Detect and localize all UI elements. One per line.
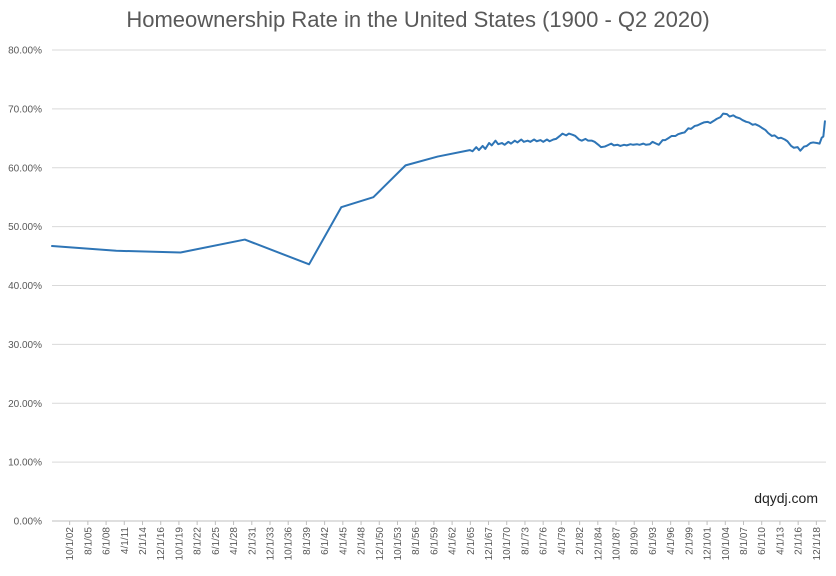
y-tick-label: 40.00% — [8, 281, 42, 292]
x-tick-label: 2/1/82 — [575, 527, 586, 555]
x-tick-label: 10/1/36 — [284, 527, 295, 561]
x-tick-label: 12/1/16 — [156, 527, 167, 561]
x-tick-label: 8/1/73 — [520, 527, 531, 555]
gridlines — [52, 49, 826, 522]
y-tick-label: 80.00% — [8, 46, 42, 57]
y-tick-label: 0.00% — [14, 517, 42, 528]
x-tick-label: 4/1/11 — [120, 527, 131, 554]
x-tick-label: 8/1/39 — [302, 527, 313, 555]
y-tick-label: 70.00% — [8, 104, 42, 115]
y-tick-label: 60.00% — [8, 163, 42, 174]
x-tick-label: 4/1/45 — [338, 527, 349, 555]
x-tick-label: 4/1/79 — [557, 527, 568, 555]
x-tick-label: 10/1/87 — [612, 527, 623, 561]
x-tick-label: 10/1/53 — [393, 527, 404, 561]
series-line — [51, 112, 826, 266]
x-tick-label: 2/1/14 — [138, 527, 149, 555]
watermark-text: dqydj.com — [754, 490, 818, 506]
x-tick-label: 6/1/93 — [648, 527, 659, 555]
x-tick-label: 2/1/99 — [684, 527, 695, 555]
x-tick-label: 8/1/56 — [411, 527, 422, 555]
x-tick-label: 8/1/07 — [739, 527, 750, 555]
x-tick-label: 12/1/18 — [812, 527, 823, 561]
x-tick-label: 12/1/01 — [703, 527, 714, 561]
x-tick-label: 10/1/70 — [502, 527, 513, 561]
x-tick-label: 2/1/16 — [794, 527, 805, 555]
x-tick-label: 2/1/48 — [357, 527, 368, 555]
x-tick-label: 12/1/50 — [375, 527, 386, 561]
x-tick-label: 10/1/02 — [65, 527, 76, 561]
x-tick-label: 12/1/67 — [484, 527, 495, 561]
x-tick-label: 12/1/84 — [593, 527, 604, 561]
x-tick-label: 4/1/96 — [666, 527, 677, 555]
x-tick-label: 10/1/19 — [174, 527, 185, 561]
x-tick-label: 8/1/22 — [193, 527, 204, 555]
x-tick-label: 10/1/04 — [721, 527, 732, 561]
x-axis-ticks: 10/1/02 8/1/05 6/1/08 4/1/11 2/1/14 12/1/16 10… — [65, 521, 823, 560]
series-layer — [51, 112, 826, 266]
x-tick-label: 2/1/31 — [247, 527, 258, 555]
y-tick-label: 50.00% — [8, 222, 42, 233]
x-tick-label: 2/1/65 — [466, 527, 477, 555]
x-tick-label: 4/1/62 — [448, 527, 459, 555]
x-tick-label: 8/1/90 — [630, 527, 641, 555]
x-tick-label: 6/1/08 — [102, 527, 113, 555]
x-tick-label: 12/1/33 — [265, 527, 276, 561]
y-tick-label: 20.00% — [8, 399, 42, 410]
chart-title: Homeownership Rate in the United States … — [126, 7, 709, 32]
x-tick-label: 4/1/28 — [229, 527, 240, 555]
x-tick-label: 4/1/13 — [775, 527, 786, 555]
x-tick-label: 6/1/25 — [211, 527, 222, 555]
x-tick-label: 6/1/42 — [320, 527, 331, 555]
y-tick-label: 10.00% — [8, 458, 42, 469]
x-tick-label: 6/1/76 — [539, 527, 550, 555]
y-tick-label: 30.00% — [8, 340, 42, 351]
x-tick-label: 6/1/59 — [429, 527, 440, 555]
y-axis-ticks: 0.00% 10.00% 20.00% 30.00% 40.00% 50.00% 60.00… — [8, 46, 42, 528]
x-tick-label: 6/1/10 — [757, 527, 768, 555]
x-tick-label: 8/1/05 — [83, 527, 94, 555]
